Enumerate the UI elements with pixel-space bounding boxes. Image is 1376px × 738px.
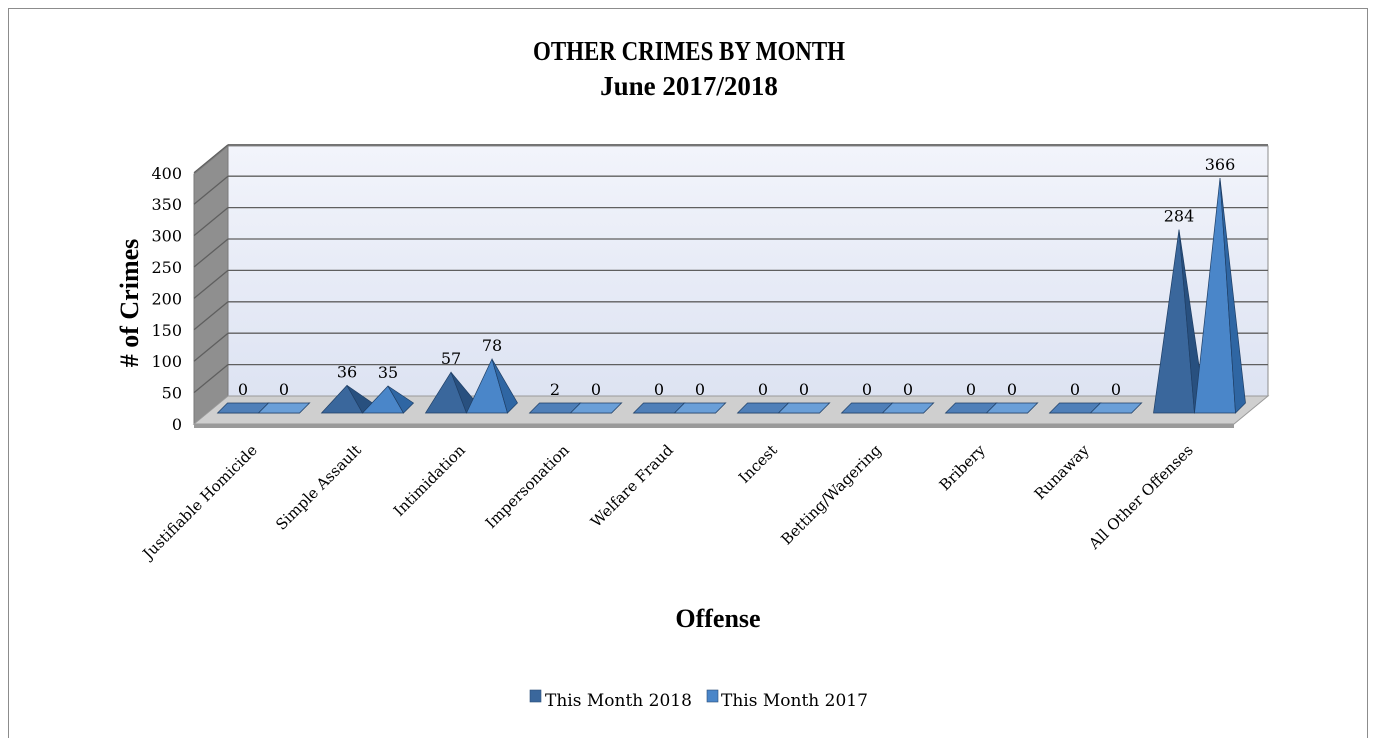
category-label: Bribery <box>936 441 989 494</box>
legend: This Month 2018 This Month 2017 <box>529 689 868 711</box>
pyramid-base-face <box>257 402 311 414</box>
y-tick-label: 150 <box>151 321 182 340</box>
data-label: 284 <box>1164 207 1195 226</box>
data-labels: 0 0 36 35 57 78 2 0 0 0 0 0 0 0 0 0 0 0 284 366 <box>238 155 1235 399</box>
gridline-side <box>193 269 229 299</box>
data-label: 0 <box>1070 380 1080 399</box>
gridline-side <box>193 238 229 268</box>
category-label: Betting/Wagering <box>777 441 885 549</box>
y-tick-label: 300 <box>151 227 182 246</box>
gridline-side <box>193 175 229 205</box>
data-label: 0 <box>1111 380 1121 399</box>
chart-title: OTHER CRIMES BY MONTH June 2017/2018 <box>533 36 845 101</box>
pyramid-mark <box>216 402 270 414</box>
pyramid-mark <box>1194 178 1246 414</box>
data-label: 0 <box>1007 380 1017 399</box>
pyramid-mark <box>736 402 790 414</box>
data-label: 2 <box>550 380 560 399</box>
pyramid-mark <box>569 402 623 414</box>
data-label: 0 <box>758 380 768 399</box>
pyramid-base-face <box>881 402 935 414</box>
y-tick-label: 250 <box>151 258 182 277</box>
pyramid-mark <box>673 402 727 414</box>
floor-edge <box>194 424 1234 428</box>
pyramid-base-face <box>777 402 831 414</box>
x-axis-title: Offense <box>675 604 760 633</box>
category-label: Welfare Fraud <box>587 441 677 531</box>
pyramid-mark <box>1048 402 1102 414</box>
data-label: 57 <box>441 349 461 368</box>
pyramid-mark <box>361 385 415 414</box>
pyramid-mark <box>840 402 894 414</box>
data-label: 366 <box>1205 155 1236 174</box>
data-label: 0 <box>903 380 913 399</box>
data-label: 0 <box>695 380 705 399</box>
category-label: Simple Assault <box>272 441 365 534</box>
pyramid-base-face <box>985 402 1039 414</box>
category-label: All Other Offenses <box>1085 441 1197 553</box>
legend-label-2017: This Month 2017 <box>721 691 868 711</box>
pyramid-base-face <box>569 402 623 414</box>
pyramid-mark <box>777 402 831 414</box>
pyramid-side-face <box>491 358 518 414</box>
gridline-side <box>193 207 229 237</box>
chart-frame <box>8 8 1368 738</box>
category-label: Intimidation <box>390 441 469 520</box>
data-label: 0 <box>238 380 248 399</box>
data-label: 0 <box>591 380 601 399</box>
data-label: 0 <box>966 380 976 399</box>
pyramid-mark <box>465 358 518 414</box>
pyramid-side-face <box>1219 178 1246 414</box>
category-label: Runaway <box>1031 441 1093 503</box>
plot-walls <box>192 144 1270 428</box>
pyramid-mark <box>424 371 477 414</box>
y-axis-title: # of Crimes <box>115 239 144 368</box>
gridline-side <box>193 332 229 362</box>
pyramid-base-face <box>1089 402 1143 414</box>
data-label: 0 <box>279 380 289 399</box>
pyramid-mark <box>632 402 686 414</box>
pyramid-mark <box>944 402 998 414</box>
chart-title-text: OTHER CRIMES BY MONTH <box>533 36 845 66</box>
category-labels: Justifiable Homicide Simple Assault Intimi… <box>138 441 1197 564</box>
y-tick-label: 50 <box>162 384 182 403</box>
y-tick-label: 100 <box>151 352 182 371</box>
pyramid-mark <box>881 402 935 414</box>
y-axis-ticks: 0 50 100 150 200 250 300 350 400 <box>151 164 182 434</box>
grid-lines <box>193 144 1268 394</box>
pyramid-base-face <box>673 402 727 414</box>
data-label: 0 <box>862 380 872 399</box>
y-tick-label: 350 <box>151 195 182 214</box>
category-label: Incest <box>735 441 781 487</box>
gridline-side <box>193 364 229 394</box>
gridline-side <box>193 301 229 331</box>
category-label: Impersonation <box>482 441 573 532</box>
gridline-side <box>193 144 229 174</box>
pyramid-mark <box>528 402 582 414</box>
data-label: 0 <box>799 380 809 399</box>
y-tick-label: 0 <box>172 415 182 434</box>
legend-label-2018: This Month 2018 <box>545 691 692 711</box>
pyramid-mark <box>1089 402 1143 414</box>
data-label: 78 <box>482 336 502 355</box>
legend-swatch-2017 <box>706 689 719 703</box>
pyramid-mark <box>257 402 311 414</box>
pyramid-mark <box>985 402 1039 414</box>
category-label: Justifiable Homicide <box>138 441 261 564</box>
y-tick-label: 400 <box>151 164 182 183</box>
data-marks <box>216 178 1246 414</box>
data-label: 35 <box>378 363 398 382</box>
data-label: 0 <box>654 380 664 399</box>
pyramid-side-face <box>387 385 415 414</box>
data-label: 36 <box>337 362 357 381</box>
legend-swatch-2018 <box>529 689 542 703</box>
chart-subtitle-text: June 2017/2018 <box>600 71 778 101</box>
y-tick-label: 200 <box>151 289 182 308</box>
